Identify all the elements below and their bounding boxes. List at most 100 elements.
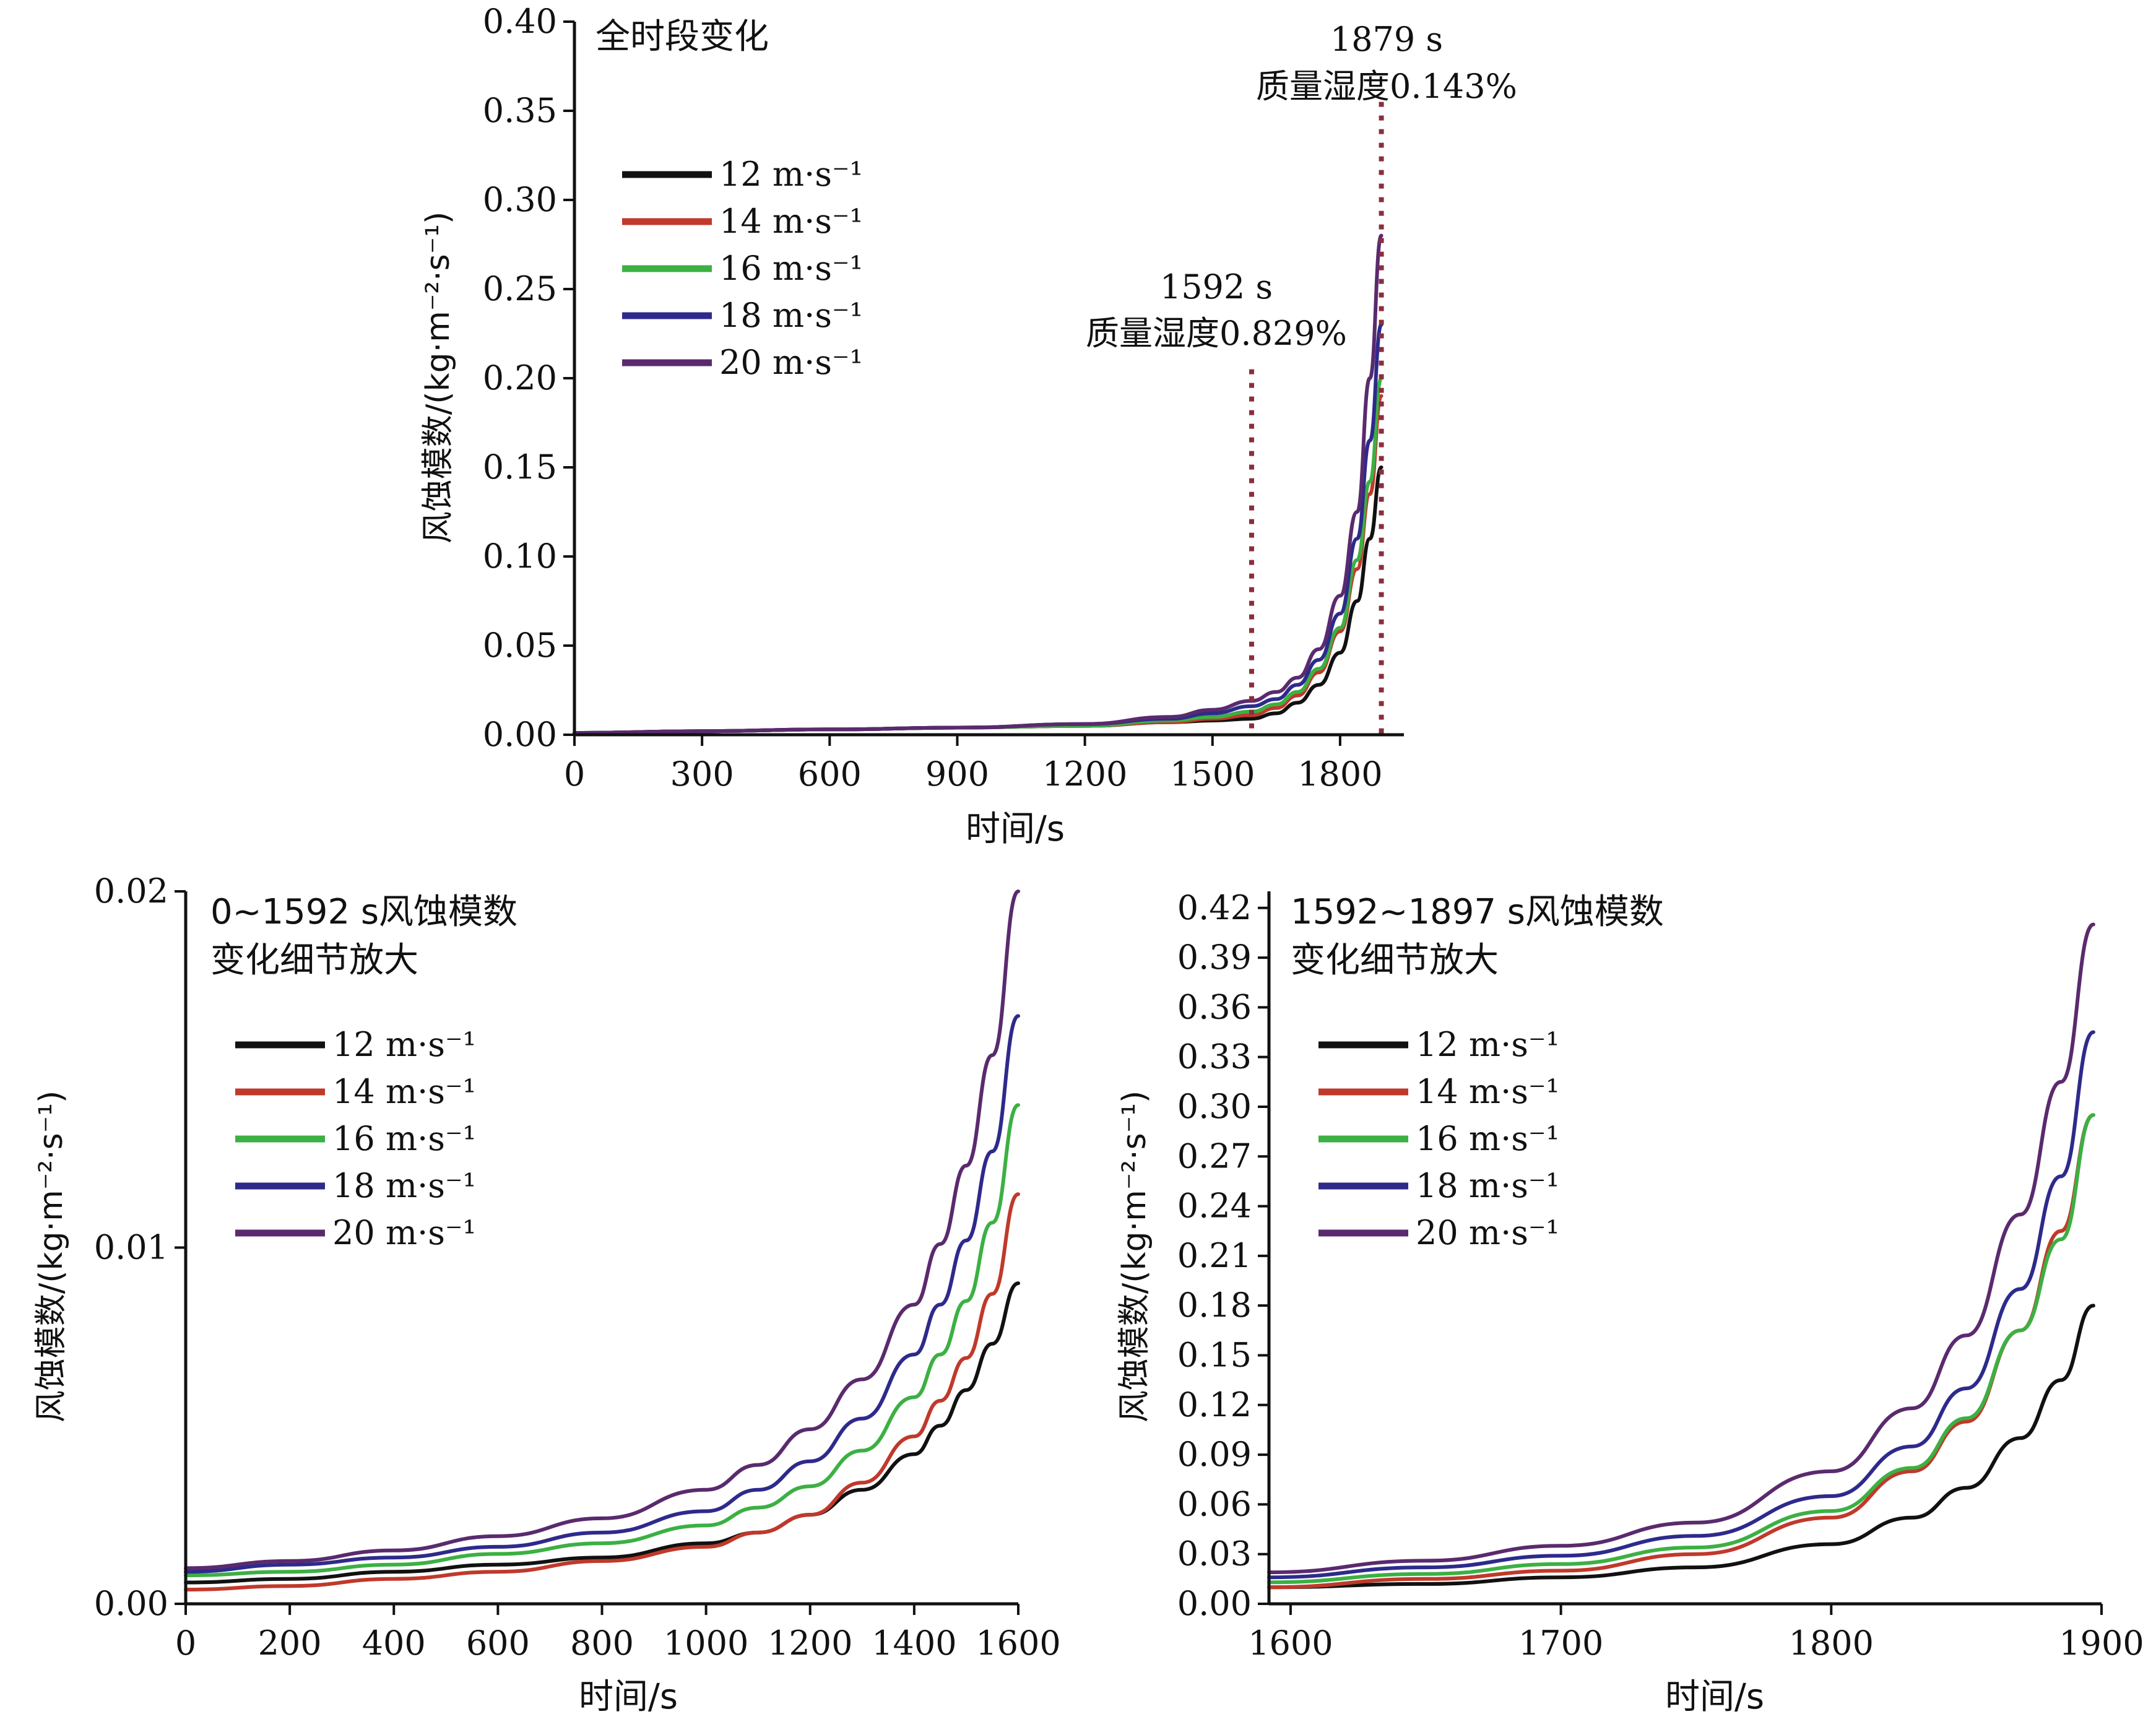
right-x-tick-label: 1600 bbox=[1248, 1624, 1333, 1663]
left-legend-label-20: 20 m·s⁻¹ bbox=[332, 1213, 476, 1252]
left-x-tick-label: 1200 bbox=[768, 1624, 852, 1663]
top-y-tick-label: 0.00 bbox=[483, 715, 557, 754]
right-series-layer bbox=[1267, 922, 2095, 1590]
left-x-tick-label: 1000 bbox=[664, 1624, 748, 1663]
right-legend-label-20: 20 m·s⁻¹ bbox=[1416, 1213, 1559, 1252]
left-legend-label-14: 14 m·s⁻¹ bbox=[332, 1072, 476, 1111]
right-y-tick-label: 0.18 bbox=[1177, 1286, 1252, 1325]
right-y-tick-label: 0.00 bbox=[1177, 1584, 1252, 1623]
right-y-tick-label: 0.15 bbox=[1177, 1335, 1252, 1374]
annotation-1592-humidity: 质量湿度0.829% bbox=[1086, 314, 1347, 353]
left-series-layer bbox=[184, 889, 1020, 1591]
top-ticks: 0 300 600 900 1200 1500 1800 0.00 0.05 0.10 0.15 0.… bbox=[483, 2, 1383, 794]
left-series-16-line bbox=[184, 1103, 1020, 1577]
top-x-tick-label: 1500 bbox=[1170, 755, 1255, 794]
right-y-tick-label: 0.06 bbox=[1177, 1484, 1252, 1523]
left-x-tick-label: 1400 bbox=[872, 1624, 956, 1663]
left-x-tick-label: 400 bbox=[362, 1624, 426, 1663]
right-series-16-line bbox=[1267, 1113, 2095, 1585]
top-x-tick-label: 900 bbox=[925, 755, 989, 794]
right-legend-label-12: 12 m·s⁻¹ bbox=[1416, 1025, 1559, 1064]
left-x-tick-label: 800 bbox=[570, 1624, 634, 1663]
right-legend-label-16: 16 m·s⁻¹ bbox=[1416, 1119, 1559, 1158]
top-y-tick-label: 0.25 bbox=[483, 269, 557, 308]
right-x-tick-label: 1900 bbox=[2059, 1624, 2144, 1663]
annotation-1879-time: 1879 s bbox=[1330, 20, 1443, 59]
top-legend-label-14: 14 m·s⁻¹ bbox=[719, 202, 863, 241]
top-x-tick-label: 0 bbox=[564, 755, 585, 794]
right-y-tick-label: 0.33 bbox=[1177, 1037, 1252, 1076]
top-y-tick-label: 0.20 bbox=[483, 358, 557, 397]
left-x-axis-label: 时间/s bbox=[579, 1677, 678, 1714]
left-legend-label-16: 16 m·s⁻¹ bbox=[332, 1119, 476, 1158]
right-y-tick-label: 0.24 bbox=[1177, 1187, 1252, 1226]
right-legend: 12 m·s⁻¹ 14 m·s⁻¹ 16 m·s⁻¹ 18 m·s⁻¹ 20 m·s⁻¹ bbox=[1318, 1025, 1559, 1252]
left-series-14-line bbox=[184, 1192, 1020, 1591]
top-y-tick-label: 0.15 bbox=[483, 448, 557, 487]
top-legend: 12 m·s⁻¹ 14 m·s⁻¹ 16 m·s⁻¹ 18 m·s⁻¹ 20 m·s⁻¹ bbox=[622, 155, 863, 382]
right-y-tick-label: 0.39 bbox=[1177, 938, 1252, 977]
top-y-axis-label: 风蚀模数/(kg·m⁻²·s⁻¹) bbox=[420, 212, 457, 544]
right-y-tick-label: 0.36 bbox=[1177, 987, 1252, 1026]
left-y-tick-label: 0.00 bbox=[94, 1584, 168, 1623]
top-legend-label-12: 12 m·s⁻¹ bbox=[719, 155, 863, 194]
left-chart-panel: 0 200 400 600 800 1000 1200 1400 1600 0.00 0.01 0.0… bbox=[33, 872, 1061, 1714]
right-y-tick-label: 0.09 bbox=[1177, 1435, 1252, 1474]
left-chart-title: 0~1592 s风蚀模数 bbox=[210, 892, 517, 932]
right-legend-label-14: 14 m·s⁻¹ bbox=[1416, 1072, 1559, 1111]
top-series-layer bbox=[573, 233, 1383, 735]
top-marker-lines bbox=[1249, 102, 1384, 735]
left-series-20-line bbox=[184, 889, 1020, 1570]
left-chart-title-line2: 变化细节放大 bbox=[210, 940, 418, 980]
left-y-tick-label: 0.01 bbox=[94, 1228, 168, 1267]
right-y-tick-label: 0.42 bbox=[1177, 888, 1252, 927]
left-legend-label-18: 18 m·s⁻¹ bbox=[332, 1166, 476, 1205]
left-ticks: 0 200 400 600 800 1000 1200 1400 1600 0.00 0.01 0.0… bbox=[94, 872, 1061, 1663]
right-x-tick-label: 1700 bbox=[1518, 1624, 1603, 1663]
left-legend: 12 m·s⁻¹ 14 m·s⁻¹ 16 m·s⁻¹ 18 m·s⁻¹ 20 m·s⁻¹ bbox=[235, 1025, 476, 1252]
left-legend-label-12: 12 m·s⁻¹ bbox=[332, 1025, 476, 1064]
top-chart-panel: 0 300 600 900 1200 1500 1800 0.00 0.05 0.10 0.15 0.… bbox=[420, 2, 1517, 849]
top-y-tick-label: 0.10 bbox=[483, 537, 557, 576]
top-chart-title: 全时段变化 bbox=[595, 17, 769, 57]
top-series-20-line bbox=[573, 233, 1383, 735]
top-y-tick-label: 0.40 bbox=[483, 2, 557, 41]
right-y-tick-label: 0.12 bbox=[1177, 1385, 1252, 1424]
right-x-axis-label: 时间/s bbox=[1665, 1677, 1764, 1714]
top-x-axis-label: 时间/s bbox=[966, 809, 1065, 849]
left-y-axis-label: 风蚀模数/(kg·m⁻²·s⁻¹) bbox=[33, 1091, 70, 1423]
top-x-tick-label: 300 bbox=[670, 755, 734, 794]
left-x-tick-label: 600 bbox=[466, 1624, 530, 1663]
top-legend-label-16: 16 m·s⁻¹ bbox=[719, 249, 863, 288]
top-x-tick-label: 1200 bbox=[1042, 755, 1127, 794]
right-ticks: 1600 1700 1800 1900 0.00 0.03 0.06 0.09 0.12 0.15… bbox=[1177, 888, 2144, 1663]
right-series-20-line bbox=[1267, 922, 2095, 1575]
right-x-tick-label: 1800 bbox=[1789, 1624, 1874, 1663]
top-y-tick-label: 0.35 bbox=[483, 91, 557, 130]
right-chart-title-line2: 变化细节放大 bbox=[1291, 940, 1499, 980]
annotation-1879-humidity: 质量湿度0.143% bbox=[1256, 67, 1517, 106]
right-y-axis-label: 风蚀模数/(kg·m⁻²·s⁻¹) bbox=[1116, 1091, 1153, 1423]
right-y-tick-label: 0.30 bbox=[1177, 1087, 1252, 1126]
top-legend-label-18: 18 m·s⁻¹ bbox=[719, 296, 863, 335]
right-y-tick-label: 0.21 bbox=[1177, 1236, 1252, 1275]
left-x-tick-label: 200 bbox=[258, 1624, 322, 1663]
left-x-tick-label: 1600 bbox=[976, 1624, 1060, 1663]
right-legend-label-18: 18 m·s⁻¹ bbox=[1416, 1166, 1559, 1205]
right-chart-panel: 1600 1700 1800 1900 0.00 0.03 0.06 0.09 0.12 0.15… bbox=[1116, 888, 2144, 1714]
top-x-tick-label: 600 bbox=[798, 755, 862, 794]
left-x-tick-label: 0 bbox=[175, 1624, 196, 1663]
right-series-12-line bbox=[1267, 1304, 2095, 1590]
right-y-tick-label: 0.27 bbox=[1177, 1136, 1252, 1175]
annotation-1592-time: 1592 s bbox=[1160, 267, 1273, 306]
top-x-tick-label: 1800 bbox=[1297, 755, 1382, 794]
right-chart-title: 1592~1897 s风蚀模数 bbox=[1291, 892, 1664, 932]
top-y-tick-label: 0.05 bbox=[483, 626, 557, 665]
right-series-18-line bbox=[1267, 1030, 2095, 1580]
top-y-tick-label: 0.30 bbox=[483, 180, 557, 219]
top-legend-label-20: 20 m·s⁻¹ bbox=[719, 343, 863, 382]
right-y-tick-label: 0.03 bbox=[1177, 1534, 1252, 1573]
left-series-18-line bbox=[184, 1014, 1020, 1574]
left-y-tick-label: 0.02 bbox=[94, 872, 168, 911]
